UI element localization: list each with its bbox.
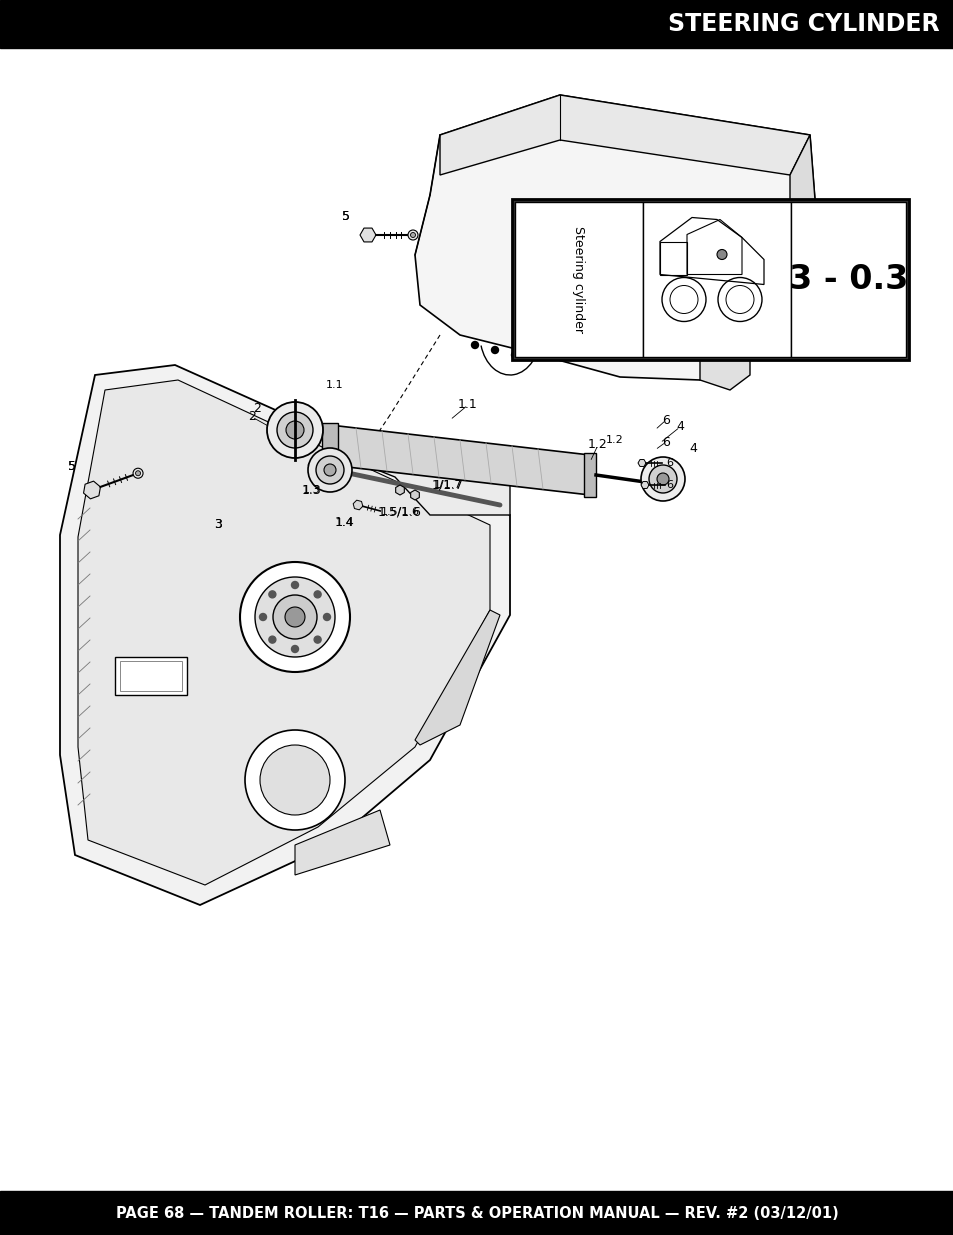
Circle shape — [269, 590, 275, 598]
Text: 1.4: 1.4 — [335, 516, 355, 530]
Text: 1.3: 1.3 — [302, 483, 321, 496]
Circle shape — [314, 590, 321, 598]
Bar — [512, 199, 908, 359]
Circle shape — [245, 730, 345, 830]
Text: 5: 5 — [341, 210, 350, 224]
Circle shape — [292, 582, 298, 589]
Circle shape — [511, 352, 518, 358]
Circle shape — [315, 456, 344, 484]
Circle shape — [648, 466, 677, 493]
Text: STEERING CYLINDER: STEERING CYLINDER — [668, 12, 939, 36]
Circle shape — [408, 230, 417, 240]
Text: 1/1.7: 1/1.7 — [434, 480, 462, 490]
Text: 1.2: 1.2 — [587, 438, 607, 452]
Circle shape — [286, 421, 304, 438]
Polygon shape — [78, 380, 490, 885]
Circle shape — [267, 403, 323, 458]
Polygon shape — [84, 482, 100, 499]
Circle shape — [254, 577, 335, 657]
Bar — [642, 203, 790, 357]
Polygon shape — [439, 95, 809, 175]
Text: 3 - 0.3: 3 - 0.3 — [788, 263, 907, 296]
Circle shape — [308, 448, 352, 492]
Polygon shape — [322, 424, 337, 467]
Text: 1.1: 1.1 — [326, 380, 343, 390]
Circle shape — [623, 245, 676, 296]
Text: 1/1.7: 1/1.7 — [432, 478, 463, 492]
Circle shape — [314, 636, 321, 643]
Circle shape — [491, 347, 498, 353]
Polygon shape — [410, 490, 419, 500]
Circle shape — [657, 473, 668, 485]
Polygon shape — [395, 485, 404, 495]
Polygon shape — [353, 500, 362, 510]
Text: 5: 5 — [68, 461, 76, 473]
Polygon shape — [294, 810, 390, 876]
Bar — [515, 203, 642, 357]
Text: 1.5/1.6: 1.5/1.6 — [377, 505, 421, 519]
Text: 6: 6 — [661, 436, 669, 448]
Bar — [115, 657, 187, 695]
Text: 6: 6 — [666, 480, 673, 490]
Circle shape — [285, 606, 305, 627]
Circle shape — [135, 471, 140, 475]
Circle shape — [323, 614, 330, 620]
Polygon shape — [415, 95, 820, 380]
Text: 1.4: 1.4 — [335, 517, 354, 529]
Text: 3: 3 — [213, 519, 222, 531]
Circle shape — [269, 636, 275, 643]
Bar — [0, 1191, 953, 1235]
Circle shape — [273, 595, 316, 638]
Polygon shape — [769, 135, 820, 345]
Circle shape — [471, 342, 478, 348]
Bar — [0, 0, 953, 48]
Text: 1.5/1.6: 1.5/1.6 — [380, 508, 419, 517]
Text: 6: 6 — [666, 458, 673, 468]
Circle shape — [717, 249, 726, 259]
Circle shape — [638, 258, 661, 282]
Text: 5: 5 — [341, 210, 350, 224]
Polygon shape — [60, 366, 510, 905]
Circle shape — [612, 232, 687, 308]
Text: PAGE 68 — TANDEM ROLLER: T16 — PARTS & OPERATION MANUAL — REV. #2 (03/12/01): PAGE 68 — TANDEM ROLLER: T16 — PARTS & O… — [115, 1205, 838, 1220]
Polygon shape — [700, 350, 749, 390]
Text: 2: 2 — [253, 401, 261, 415]
Text: 1.1: 1.1 — [457, 399, 477, 411]
Circle shape — [240, 562, 350, 672]
Polygon shape — [640, 482, 648, 489]
Text: 3: 3 — [213, 519, 222, 531]
Text: 5: 5 — [68, 461, 76, 473]
Circle shape — [324, 464, 335, 475]
Text: 2: 2 — [248, 410, 255, 424]
Polygon shape — [583, 453, 596, 496]
Text: 4: 4 — [688, 442, 697, 456]
Polygon shape — [359, 228, 375, 242]
Polygon shape — [638, 459, 645, 467]
Circle shape — [260, 745, 330, 815]
Text: 1.2: 1.2 — [605, 435, 623, 445]
Circle shape — [410, 232, 416, 237]
Circle shape — [640, 457, 684, 501]
Circle shape — [276, 412, 313, 448]
Circle shape — [259, 614, 266, 620]
Circle shape — [292, 646, 298, 652]
Text: 4: 4 — [676, 420, 683, 433]
Text: 6: 6 — [661, 414, 669, 426]
Bar — [790, 203, 905, 357]
Polygon shape — [415, 610, 499, 745]
Bar — [659, 242, 686, 274]
Text: Steering cylinder: Steering cylinder — [572, 226, 585, 333]
Polygon shape — [330, 425, 589, 495]
Polygon shape — [339, 440, 510, 515]
Circle shape — [132, 468, 143, 478]
Bar — [120, 661, 182, 692]
Text: 1.3: 1.3 — [303, 485, 320, 495]
